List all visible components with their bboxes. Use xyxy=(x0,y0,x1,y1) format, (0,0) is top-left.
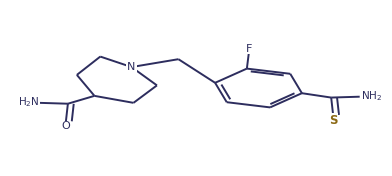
Text: F: F xyxy=(246,43,252,54)
Text: NH$_2$: NH$_2$ xyxy=(361,89,382,103)
Text: O: O xyxy=(62,121,70,131)
Text: N: N xyxy=(127,62,136,72)
Text: S: S xyxy=(329,114,338,127)
Text: H$_2$N: H$_2$N xyxy=(18,95,40,109)
